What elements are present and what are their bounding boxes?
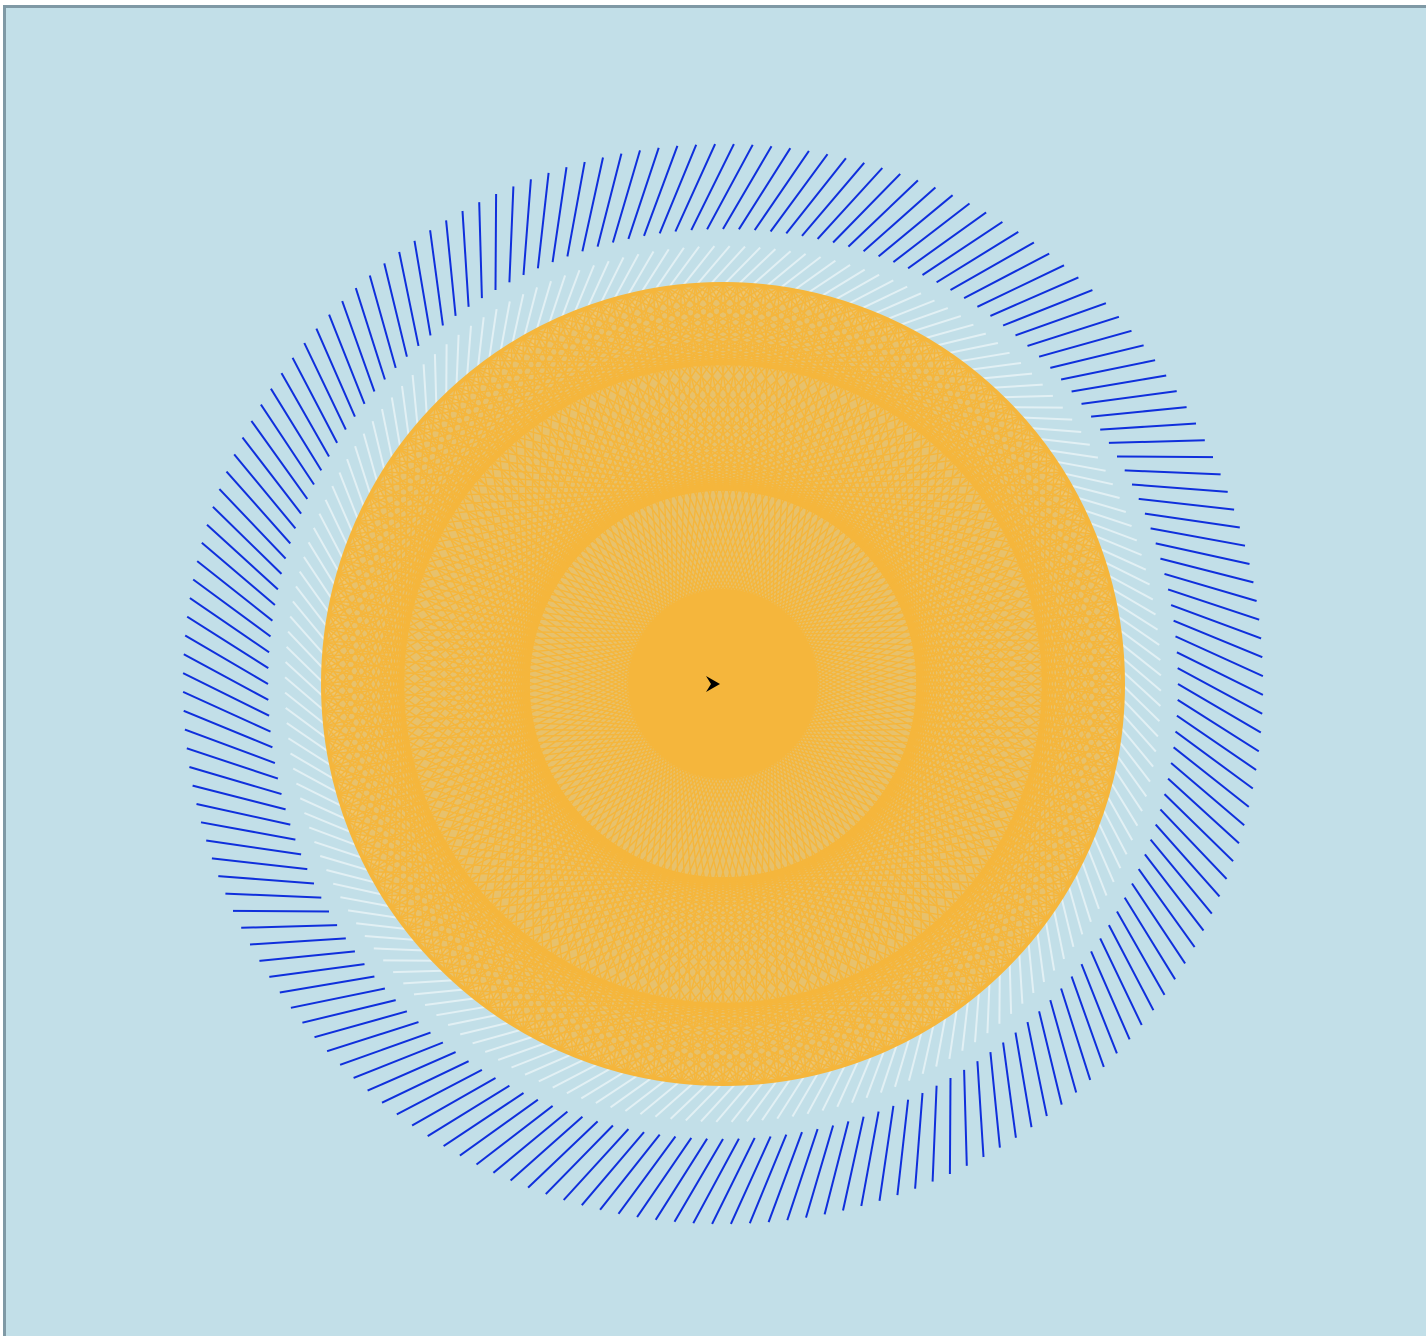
- turtle-canvas: [3, 5, 1426, 1336]
- drawing-surface: [6, 8, 1426, 1336]
- outer-ray: [950, 1078, 951, 1174]
- web-core: [628, 589, 818, 779]
- outer-ray: [1117, 457, 1213, 458]
- outer-ray: [496, 194, 497, 290]
- spirograph-web-group: [323, 284, 1123, 1084]
- outer-ray: [233, 911, 329, 912]
